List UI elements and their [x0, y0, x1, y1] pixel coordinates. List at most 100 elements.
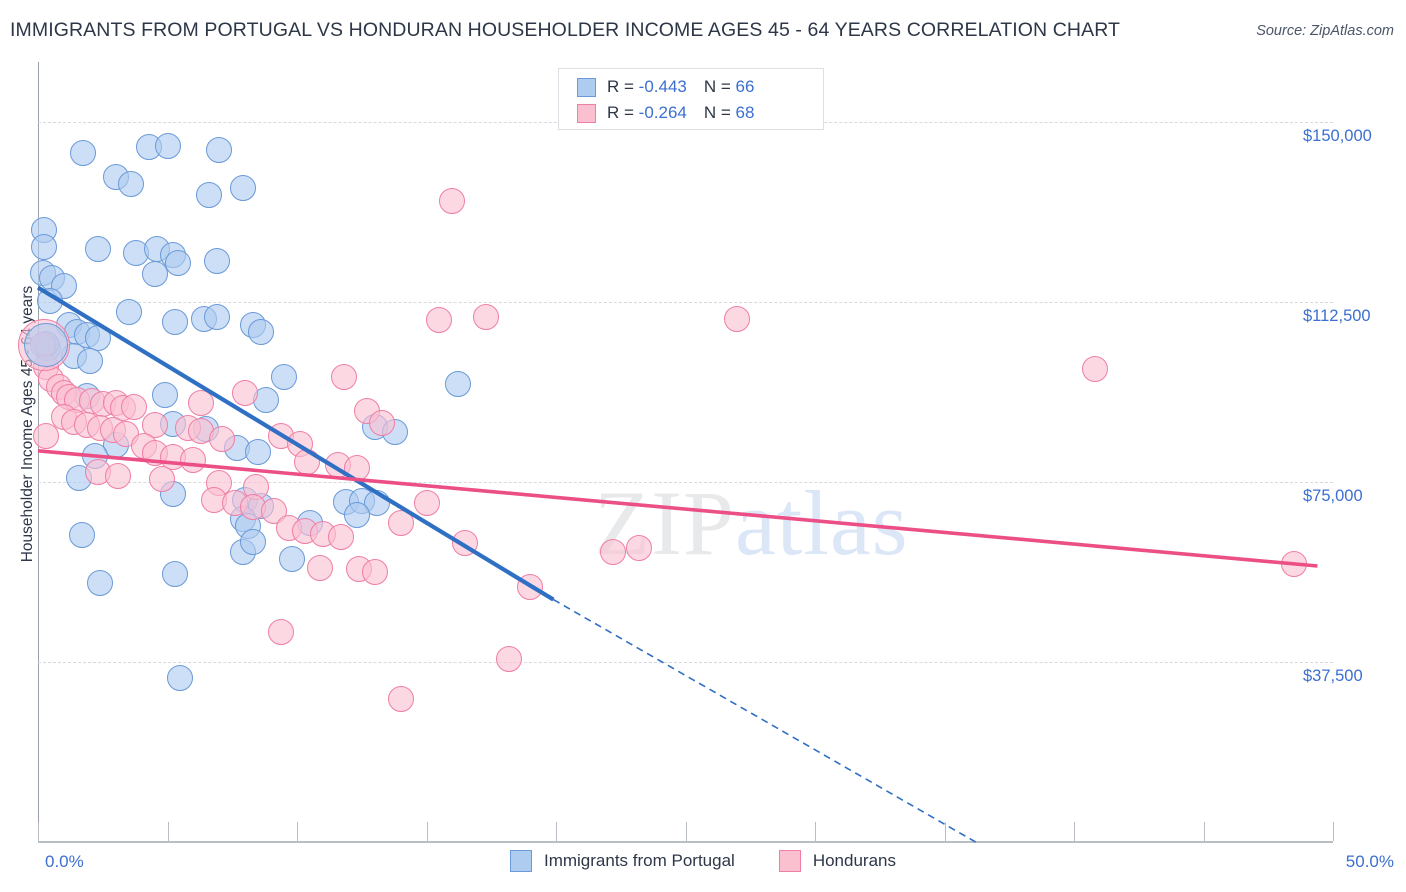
data-point[interactable]: [328, 524, 355, 551]
data-point[interactable]: [517, 573, 544, 600]
x-axis-tick: [1074, 822, 1075, 841]
data-point[interactable]: [118, 171, 145, 198]
gridline: [38, 302, 1333, 303]
n-label-portugal: N =: [703, 77, 736, 96]
data-point[interactable]: [70, 140, 97, 167]
source-label: Source: ZipAtlas.com: [1256, 23, 1394, 39]
data-point[interactable]: [294, 448, 321, 475]
data-point[interactable]: [1281, 551, 1308, 578]
data-point[interactable]: [162, 561, 189, 588]
data-point[interactable]: [496, 645, 523, 672]
gridline: [38, 482, 1333, 483]
data-point[interactable]: [115, 298, 142, 325]
stat-swatch-portugal: [577, 77, 596, 97]
data-point[interactable]: [452, 529, 479, 556]
legend-swatch-hondurans: [778, 850, 801, 872]
y-axis-tick-label: $75,000: [1303, 487, 1363, 505]
x-axis-tick: [944, 822, 946, 841]
data-point[interactable]: [239, 529, 266, 556]
plot-area: ZIPatlas: [18, 62, 1333, 843]
data-point[interactable]: [473, 304, 500, 331]
data-point[interactable]: [268, 618, 295, 645]
data-point[interactable]: [154, 133, 181, 159]
data-point-cluster[interactable]: [23, 323, 68, 368]
data-point[interactable]: [343, 501, 370, 528]
page-title: IMMIGRANTS FROM PORTUGAL VS HONDURAN HOU…: [10, 19, 1121, 41]
data-point[interactable]: [76, 347, 103, 374]
data-point[interactable]: [343, 455, 370, 482]
data-point[interactable]: [387, 509, 414, 536]
data-point[interactable]: [229, 175, 256, 202]
data-point[interactable]: [188, 389, 215, 416]
data-point[interactable]: [330, 364, 357, 391]
data-point[interactable]: [208, 425, 235, 452]
y-axis-tick-label: $150,000: [1303, 127, 1372, 145]
data-point[interactable]: [245, 439, 272, 466]
x-axis-min-label: 0.0%: [45, 852, 84, 871]
data-point[interactable]: [203, 303, 230, 330]
y-axis-tick-label: $37,500: [1303, 667, 1363, 685]
data-point[interactable]: [247, 318, 274, 345]
data-point[interactable]: [120, 393, 147, 420]
stat-swatch-hondurans: [577, 103, 596, 123]
y-axis-tick-label: $112,500: [1303, 307, 1371, 325]
data-point[interactable]: [278, 545, 305, 572]
data-point[interactable]: [105, 463, 132, 490]
legend-item-portugal[interactable]: Immigrants from Portugal: [509, 850, 735, 872]
data-point[interactable]: [444, 370, 471, 397]
legend-label-hondurans: Hondurans: [812, 851, 896, 870]
correlation-stats-box: R = -0.443 N = 66 R = -0.264 N = 68: [558, 68, 824, 130]
data-point[interactable]: [167, 664, 194, 691]
x-axis-tick: [297, 822, 298, 841]
data-point[interactable]: [141, 261, 168, 288]
data-point[interactable]: [36, 287, 63, 314]
data-point[interactable]: [151, 381, 178, 408]
legend-swatch-portugal: [509, 850, 532, 872]
x-axis-tick: [1203, 822, 1205, 841]
data-point[interactable]: [724, 305, 751, 332]
data-point[interactable]: [69, 521, 96, 548]
data-point[interactable]: [439, 188, 466, 215]
stat-text-portugal: R = -0.443 N = 66: [607, 77, 754, 97]
stat-row-portugal: R = -0.443 N = 66: [577, 74, 754, 100]
data-point[interactable]: [361, 559, 388, 586]
data-point[interactable]: [413, 490, 440, 517]
legend-label-portugal: Immigrants from Portugal: [543, 851, 735, 870]
data-point[interactable]: [31, 233, 58, 260]
watermark-atlas: atlas: [735, 472, 909, 574]
data-point[interactable]: [203, 248, 230, 275]
data-point[interactable]: [180, 446, 207, 473]
r-label-portugal: R =: [607, 77, 639, 96]
x-axis-tick: [426, 822, 428, 841]
data-point[interactable]: [206, 136, 233, 163]
data-point[interactable]: [195, 181, 222, 208]
x-axis-tick: [38, 822, 39, 841]
data-point[interactable]: [426, 307, 453, 334]
x-axis-tick: [556, 822, 557, 841]
r-value-portugal: -0.443: [638, 77, 687, 96]
data-point[interactable]: [271, 364, 298, 391]
data-point[interactable]: [84, 236, 111, 263]
stat-text-hondurans: R = -0.264 N = 68: [607, 103, 754, 123]
data-point[interactable]: [599, 538, 626, 565]
x-axis-tick: [1333, 822, 1334, 841]
data-point[interactable]: [87, 569, 114, 596]
legend-item-hondurans[interactable]: Hondurans: [778, 850, 896, 872]
data-point[interactable]: [164, 250, 191, 277]
data-point[interactable]: [625, 535, 652, 562]
x-axis-tick: [815, 822, 816, 841]
n-label-hondurans: N =: [703, 103, 736, 122]
n-value-portugal: 66: [735, 77, 755, 96]
gridline: [38, 662, 1333, 663]
data-point[interactable]: [1081, 356, 1108, 383]
x-axis-tick: [167, 822, 169, 841]
data-point[interactable]: [162, 308, 189, 335]
data-point[interactable]: [387, 685, 414, 712]
r-label-hondurans: R =: [607, 103, 639, 122]
x-axis-tick: [685, 822, 687, 841]
data-point[interactable]: [307, 555, 334, 582]
r-value-hondurans: -0.264: [638, 103, 687, 122]
data-point[interactable]: [32, 423, 59, 450]
stat-row-hondurans: R = -0.264 N = 68: [577, 100, 754, 126]
